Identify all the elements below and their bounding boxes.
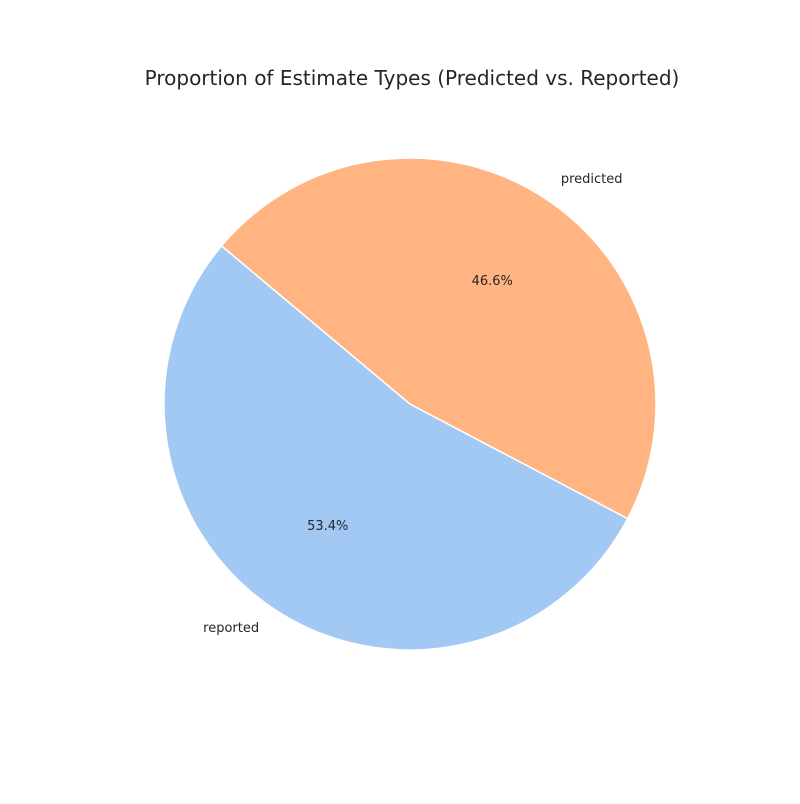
pie-slices [163,157,657,651]
pie-slice-reported [163,245,629,651]
pie-slice-predicted [220,157,657,520]
pie-labels: reported 53.4% predicted 46.6% [203,172,622,636]
slice-label-reported: reported [203,621,259,636]
slice-percent-predicted: 46.6% [472,274,513,289]
slice-label-predicted: predicted [561,172,623,187]
chart-title: Proportion of Estimate Types (Predicted … [144,66,680,90]
slice-percent-reported: 53.4% [307,519,348,534]
